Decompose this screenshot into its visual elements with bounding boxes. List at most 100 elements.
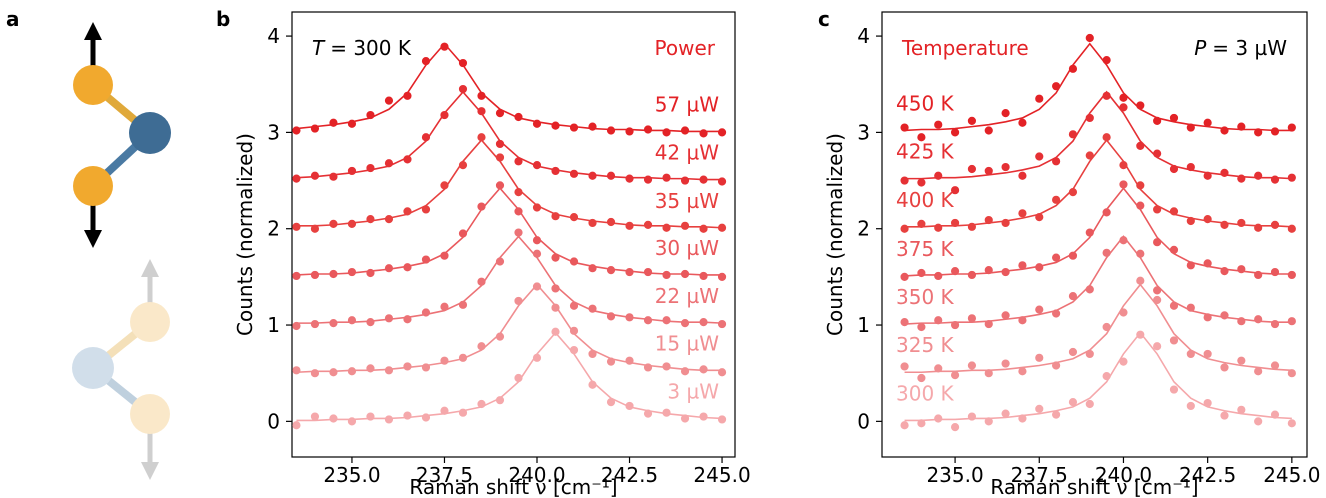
data-point xyxy=(680,367,690,376)
data-point xyxy=(934,223,943,232)
data-point xyxy=(329,219,338,229)
y-tick-label: 0 xyxy=(267,409,280,433)
data-point xyxy=(1068,64,1078,73)
annotation-symbol: P xyxy=(1194,36,1207,60)
data-point xyxy=(384,264,394,273)
data-point xyxy=(1153,286,1162,295)
data-point xyxy=(292,421,301,430)
data-point xyxy=(440,302,449,311)
data-point xyxy=(1203,214,1212,224)
data-point xyxy=(421,363,431,372)
data-point xyxy=(967,314,977,323)
data-point xyxy=(551,166,560,176)
data-point xyxy=(1119,161,1128,170)
data-point xyxy=(1001,218,1010,228)
data-point xyxy=(1186,261,1195,270)
series-label: 42 µW xyxy=(655,141,720,165)
data-point xyxy=(1169,207,1179,216)
data-point xyxy=(1254,315,1263,324)
atom xyxy=(129,112,171,154)
data-point xyxy=(1237,405,1246,414)
data-point xyxy=(1254,223,1263,232)
data-point xyxy=(458,408,468,417)
data-point xyxy=(1270,127,1280,136)
data-point xyxy=(458,229,468,238)
data-point xyxy=(403,155,412,164)
data-point xyxy=(643,316,653,325)
atom xyxy=(130,394,170,434)
data-point xyxy=(495,109,505,118)
data-point xyxy=(1001,162,1010,172)
data-point xyxy=(717,128,727,137)
data-point xyxy=(680,414,690,423)
data-point xyxy=(588,304,597,313)
data-point xyxy=(950,128,960,137)
data-point xyxy=(569,169,579,178)
data-point xyxy=(1186,349,1195,359)
data-point xyxy=(1270,361,1280,370)
data-point xyxy=(680,176,690,185)
data-point xyxy=(1085,228,1094,237)
data-point xyxy=(458,300,468,309)
data-point xyxy=(1153,149,1162,158)
data-point xyxy=(1186,303,1195,312)
data-point xyxy=(662,408,671,417)
data-point xyxy=(1018,209,1027,218)
data-point xyxy=(384,366,394,375)
data-point xyxy=(662,173,671,182)
data-point xyxy=(421,308,431,317)
data-point xyxy=(967,116,977,125)
x-axis-label: Raman shift ν [cm⁻¹] xyxy=(990,475,1198,498)
fit-line xyxy=(904,235,1292,325)
data-point xyxy=(1270,175,1280,184)
fit-line xyxy=(904,331,1292,422)
data-point xyxy=(984,215,993,225)
data-point xyxy=(458,58,468,68)
data-point xyxy=(606,217,616,227)
data-point xyxy=(588,264,597,273)
data-point xyxy=(1001,267,1010,277)
data-point xyxy=(934,414,943,423)
data-point xyxy=(1203,259,1212,268)
data-point xyxy=(366,214,375,224)
data-point xyxy=(950,423,960,432)
y-tick-label: 1 xyxy=(267,313,280,337)
data-point xyxy=(900,362,909,371)
panel-label: b xyxy=(216,7,230,31)
data-point xyxy=(643,363,653,372)
data-point xyxy=(458,353,468,362)
data-point xyxy=(292,321,301,331)
data-point xyxy=(551,327,560,336)
arrow-head xyxy=(84,230,102,248)
data-point xyxy=(569,345,579,355)
data-point xyxy=(569,326,579,335)
data-point xyxy=(1220,267,1229,276)
data-point xyxy=(1018,367,1027,376)
x-tick-label: 242.5 xyxy=(1179,463,1236,487)
data-point xyxy=(934,120,943,129)
data-point xyxy=(643,267,653,277)
series-label: 35 µW xyxy=(655,189,720,213)
fit-line xyxy=(904,283,1292,374)
data-point xyxy=(1287,224,1296,233)
data-point xyxy=(917,419,926,428)
data-point xyxy=(967,164,977,174)
y-tick-label: 1 xyxy=(857,313,870,337)
data-point xyxy=(495,153,505,162)
data-point xyxy=(1085,285,1094,294)
data-point xyxy=(440,110,449,120)
data-point xyxy=(717,272,727,281)
data-point xyxy=(1254,417,1263,426)
data-point xyxy=(329,319,338,328)
x-axis-label: Raman shift ν [cm⁻¹] xyxy=(409,475,617,498)
data-point xyxy=(717,368,727,377)
data-point xyxy=(1102,56,1111,65)
data-point xyxy=(514,373,523,383)
data-point xyxy=(934,364,943,373)
data-point xyxy=(551,284,560,293)
data-point xyxy=(421,57,431,66)
data-point xyxy=(532,161,542,170)
x-tick-label: 242.5 xyxy=(601,463,658,487)
data-point xyxy=(1237,218,1246,228)
data-point xyxy=(717,319,727,329)
